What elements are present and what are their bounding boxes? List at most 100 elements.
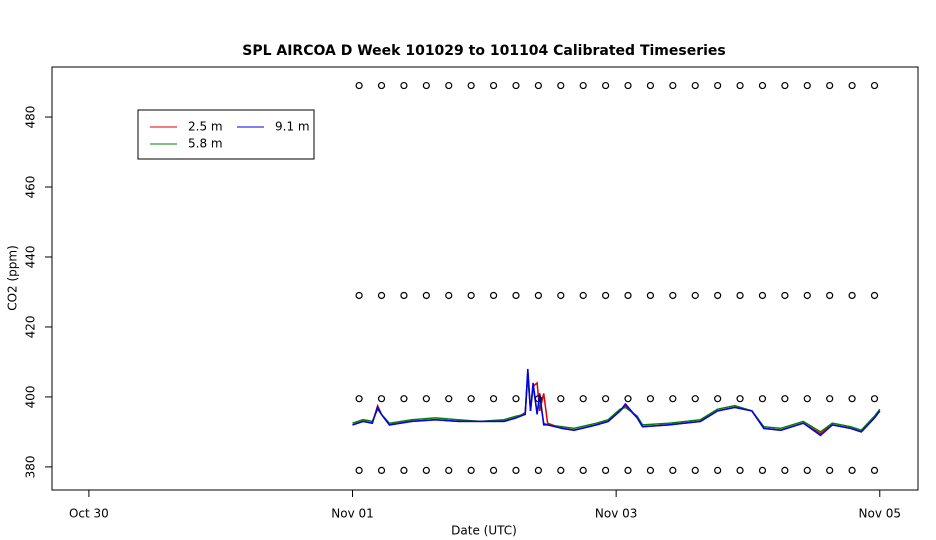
calibration-point xyxy=(557,81,565,90)
calibration-point xyxy=(848,395,856,403)
calibration-point xyxy=(826,466,834,475)
legend-label: 2.5 m xyxy=(188,120,223,134)
legend-label: 9.1 m xyxy=(275,120,310,134)
calibration-point xyxy=(691,466,699,475)
calibration-point xyxy=(826,395,834,403)
calibration-point xyxy=(714,395,722,403)
calibration-point xyxy=(624,291,632,300)
calibration-point xyxy=(534,466,542,475)
calibration-point xyxy=(803,466,811,475)
calibration-point xyxy=(534,291,542,300)
calibration-point xyxy=(377,81,386,90)
calibration-point xyxy=(377,466,386,475)
x-tick-label: Nov 01 xyxy=(331,507,374,521)
calibration-point xyxy=(803,81,811,90)
calibration-point xyxy=(714,466,722,475)
calibration-point xyxy=(512,395,520,403)
calibration-point xyxy=(557,466,565,475)
calibration-point xyxy=(557,291,565,300)
calibration-point xyxy=(534,395,542,403)
calibration-point xyxy=(669,81,677,90)
calibration-point xyxy=(646,466,655,475)
calibration-point xyxy=(355,81,363,90)
chart-title: SPL AIRCOA D Week 101029 to 101104 Calib… xyxy=(242,43,725,59)
series-line xyxy=(352,368,881,437)
calibration-point xyxy=(445,81,453,90)
calibration-point xyxy=(467,395,475,403)
calibration-point xyxy=(489,291,498,300)
calibration-point xyxy=(400,395,408,403)
calibration-point xyxy=(602,395,610,403)
calibration-point xyxy=(602,291,610,300)
calibration-point xyxy=(691,395,699,403)
calibration-point xyxy=(624,466,632,475)
calibration-point xyxy=(758,395,767,403)
calibration-point xyxy=(736,81,744,90)
calibration-point xyxy=(355,466,363,475)
calibration-point xyxy=(602,81,610,90)
calibration-point xyxy=(489,395,498,403)
calibration-point xyxy=(489,466,498,475)
calibration-point xyxy=(422,395,430,403)
series-line xyxy=(352,375,881,433)
x-tick-label: Oct 30 xyxy=(69,507,109,521)
calibration-point xyxy=(422,291,430,300)
calibration-point xyxy=(512,466,520,475)
calibration-point xyxy=(377,395,386,403)
calibration-point xyxy=(669,395,677,403)
calibration-point xyxy=(870,81,879,90)
calibration-point xyxy=(758,81,767,90)
calibration-point xyxy=(377,291,386,300)
calibration-point xyxy=(803,395,811,403)
calibration-point xyxy=(781,395,789,403)
y-tick-label: 440 xyxy=(24,246,38,269)
y-tick-label: 460 xyxy=(24,176,38,199)
calibration-point xyxy=(870,291,879,300)
x-tick-label: Nov 05 xyxy=(859,507,902,521)
calibration-point xyxy=(512,291,520,300)
plot-frame xyxy=(51,66,919,491)
calibration-point xyxy=(467,466,475,475)
calibration-point xyxy=(781,291,789,300)
calibration-point xyxy=(646,291,655,300)
calibration-point xyxy=(467,291,475,300)
calibration-point xyxy=(355,395,363,403)
calibration-point xyxy=(736,291,744,300)
calibration-point xyxy=(422,81,430,90)
calibration-point xyxy=(691,291,699,300)
calibration-point xyxy=(445,466,453,475)
calibration-point xyxy=(646,395,655,403)
calibration-point xyxy=(870,395,879,403)
y-tick-label: 400 xyxy=(24,385,38,408)
calibration-point xyxy=(624,81,632,90)
calibration-point xyxy=(579,466,587,475)
y-tick-label: 480 xyxy=(24,106,38,129)
legend-label: 5.8 m xyxy=(188,137,223,151)
calibration-point xyxy=(781,466,789,475)
calibration-point xyxy=(445,395,453,403)
calibration-point xyxy=(489,81,498,90)
calibration-point xyxy=(400,81,408,90)
calibration-point xyxy=(624,395,632,403)
calibration-point xyxy=(714,81,722,90)
calibration-point xyxy=(848,466,856,475)
calibration-point xyxy=(422,466,430,475)
calibration-point xyxy=(870,466,879,475)
calibration-point xyxy=(400,466,408,475)
calibration-point xyxy=(400,291,408,300)
calibration-point xyxy=(579,81,587,90)
calibration-point xyxy=(669,466,677,475)
calibration-point xyxy=(355,291,363,300)
calibration-point xyxy=(736,395,744,403)
x-tick-label: Nov 03 xyxy=(595,507,638,521)
calibration-point xyxy=(646,81,655,90)
calibration-point xyxy=(803,291,811,300)
calibration-point xyxy=(826,291,834,300)
calibration-point xyxy=(826,81,834,90)
calibration-point xyxy=(579,291,587,300)
y-tick-label: 420 xyxy=(24,316,38,339)
calibration-point xyxy=(534,81,542,90)
calibration-point xyxy=(691,81,699,90)
